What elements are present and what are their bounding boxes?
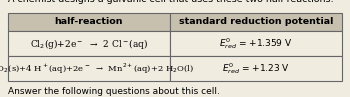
Text: A chemist designs a galvanic cell that uses these two half-reactions:: A chemist designs a galvanic cell that u… (8, 0, 334, 4)
Text: standard reduction potential: standard reduction potential (179, 17, 333, 26)
Bar (8, 31, 170, 56)
Bar (8, 13, 170, 31)
Text: Cl$_2$(g)+2e$^-$  →  2 Cl$^-$(aq): Cl$_2$(g)+2e$^-$ → 2 Cl$^-$(aq) (29, 37, 148, 51)
Text: $E^{0}_{red}$ = +1.23 V: $E^{0}_{red}$ = +1.23 V (222, 61, 290, 76)
Text: MnO$_2$(s)+4 H$^+$(aq)+2e$^-$  →  Mn$^{2+}$(aq)+2 H$_2$O(l): MnO$_2$(s)+4 H$^+$(aq)+2e$^-$ → Mn$^{2+}… (0, 62, 194, 76)
Text: Answer the following questions about this cell.: Answer the following questions about thi… (8, 87, 219, 96)
Bar (170, 13, 342, 31)
Text: $E^{0}_{red}$ = +1.359 V: $E^{0}_{red}$ = +1.359 V (219, 36, 293, 51)
Bar (8, 56, 170, 81)
Text: half-reaction: half-reaction (55, 17, 123, 26)
Bar (170, 56, 342, 81)
Bar (170, 31, 342, 56)
